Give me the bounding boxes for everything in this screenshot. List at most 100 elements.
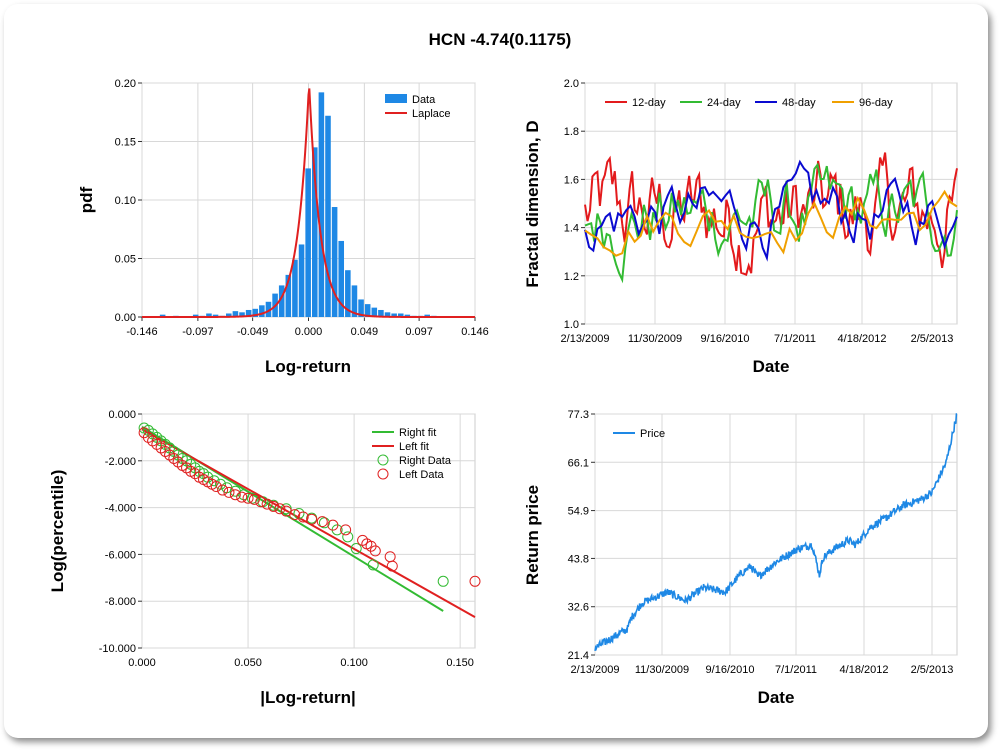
fractal-tick-label-x: 11/30/2009 (628, 333, 682, 345)
price-tick-label-y: 54.9 (568, 506, 589, 518)
tail-left-data-point (151, 438, 163, 450)
price-tick-label-x: 9/16/2010 (706, 664, 755, 676)
tail-left-data-point (236, 491, 248, 503)
price-tick-label-y: 66.1 (568, 457, 589, 469)
tail-right-data-point (151, 431, 163, 443)
tail-y-axis-label: Log(percentile) (48, 470, 67, 593)
pdf-tick-label-x: 0.049 (351, 326, 379, 338)
fractal-chart: 2/13/2009 11/30/2009 9/16/2010 7/1/2011 4/18… (523, 78, 958, 376)
pdf-bar (292, 259, 298, 317)
tail-left-data-point (189, 468, 201, 480)
pdf-bar (206, 313, 212, 317)
fractal-series-line (584, 189, 958, 257)
tail-right-data-point (155, 435, 167, 447)
tail-tick-label-x: 0.150 (446, 657, 474, 669)
fractal-tick-label-y: 1.6 (564, 174, 579, 186)
pdf-bar (252, 308, 259, 317)
tail-left-data-point (469, 575, 481, 587)
pdf-x-axis-label: Log-return (265, 357, 351, 376)
tail-tick-label-y: -2.000 (105, 456, 136, 468)
fractal-tick-label-x: 7/1/2011 (774, 333, 816, 345)
tail-right-data-point (318, 517, 330, 529)
tail-left-data-point (147, 435, 159, 447)
pdf-bar (311, 147, 318, 317)
fractal-tick-label-y: 2.0 (564, 78, 579, 90)
pdf-bar (371, 307, 378, 317)
pdf-bar (226, 313, 232, 317)
price-chart: 2/13/2009 11/30/2009 9/16/2010 7/1/2011 4/18… (523, 409, 958, 707)
pdf-bar (212, 314, 219, 317)
tail-right-data-point (293, 507, 305, 519)
tail-tick-label-y: -6.000 (105, 549, 136, 561)
pdf-bar (265, 301, 272, 317)
fractal-y-axis-label: Fractal dimension, D (523, 120, 542, 287)
tail-left-data-point (223, 486, 235, 498)
price-tick-label-x: 2/5/2013 (911, 664, 954, 676)
pdf-tick-label-x: 0.097 (405, 326, 433, 338)
fractal-tick-label-x: 2/5/2013 (911, 333, 954, 345)
pdf-tick-label-x: 0.000 (295, 326, 323, 338)
tail-left-data-point (261, 498, 273, 510)
pdf-bar (345, 270, 351, 317)
price-tick-label-x: 7/1/2011 (775, 664, 817, 676)
pdf-bar (232, 311, 239, 317)
tail-left-data-point (386, 560, 398, 572)
tail-left-data-point (181, 462, 193, 474)
tail-left-data-point (155, 442, 167, 454)
pdf-bar (378, 309, 384, 317)
price-plot-area (594, 413, 958, 656)
fractal-legend-label: 12-day (632, 97, 666, 109)
tail-right-data-point (172, 449, 184, 461)
tail-tick-label-y: 0.000 (108, 409, 136, 421)
pdf-bar (325, 115, 331, 317)
price-series-line (594, 413, 958, 652)
tail-legend-left-fit-label: Left fit (399, 441, 429, 453)
tail-legend-left-data-swatch (377, 468, 389, 480)
tail-legend-left-data-label: Left Data (399, 469, 445, 481)
pdf-legend-laplace-label: Laplace (412, 108, 451, 120)
pdf-bar (358, 299, 364, 317)
pdf-y-axis-label: pdf (77, 186, 96, 213)
fractal-legend-label: 96-day (859, 97, 893, 109)
tail-right-data-point (168, 445, 180, 457)
tail-left-data-point (268, 500, 280, 512)
price-tick-label-x: 2/13/2009 (571, 664, 620, 676)
tail-left-data-point (217, 484, 229, 496)
tail-left-data-point (164, 449, 176, 461)
fractal-tick-label-y: 1.0 (564, 319, 579, 331)
fractal-legend-label: 48-day (782, 97, 816, 109)
pdf-tick-label-x: -0.049 (237, 326, 268, 338)
pdf-bar (404, 314, 411, 317)
pdf-bar (278, 285, 285, 317)
pdf-bar (424, 314, 430, 317)
tail-tick-label-x: 0.000 (128, 657, 156, 669)
fractal-tick-label-y: 1.2 (564, 271, 579, 283)
pdf-tick-label-y: 0.15 (115, 137, 136, 149)
tail-legend-right-data-swatch (377, 454, 389, 466)
pdf-bar (245, 309, 252, 317)
fractal-tick-label-y: 1.4 (564, 223, 579, 235)
price-tick-label-y: 77.3 (568, 409, 589, 421)
fractal-legend-label: 24-day (707, 97, 741, 109)
tail-chart: 0.000 0.050 0.100 0.150 0.000 -2.000 -4.000 -6.… (48, 409, 481, 707)
tail-right-data-point (280, 503, 292, 515)
pdf-bar (391, 313, 397, 317)
tail-right-data-point (350, 543, 362, 555)
pdf-legend-data-swatch (385, 94, 407, 103)
tail-left-data-point (172, 456, 184, 468)
tail-left-data-point (255, 496, 267, 508)
pdf-bar (305, 168, 311, 317)
price-tick-label-y: 21.4 (568, 650, 589, 662)
pdf-bar (239, 312, 245, 317)
price-legend-label: Price (640, 428, 665, 440)
pdf-bar (285, 274, 292, 317)
price-y-axis-label: Return price (523, 485, 542, 585)
price-x-axis-label: Date (758, 688, 795, 707)
pdf-bar (397, 313, 404, 317)
pdf-tick-label-x: -0.146 (126, 326, 157, 338)
tail-left-data-point (248, 493, 260, 505)
figure-title: HCN -4.74(0.1175) (428, 30, 572, 49)
fractal-tick-label-x: 4/18/2012 (838, 333, 887, 345)
tail-right-data-point (367, 559, 379, 571)
